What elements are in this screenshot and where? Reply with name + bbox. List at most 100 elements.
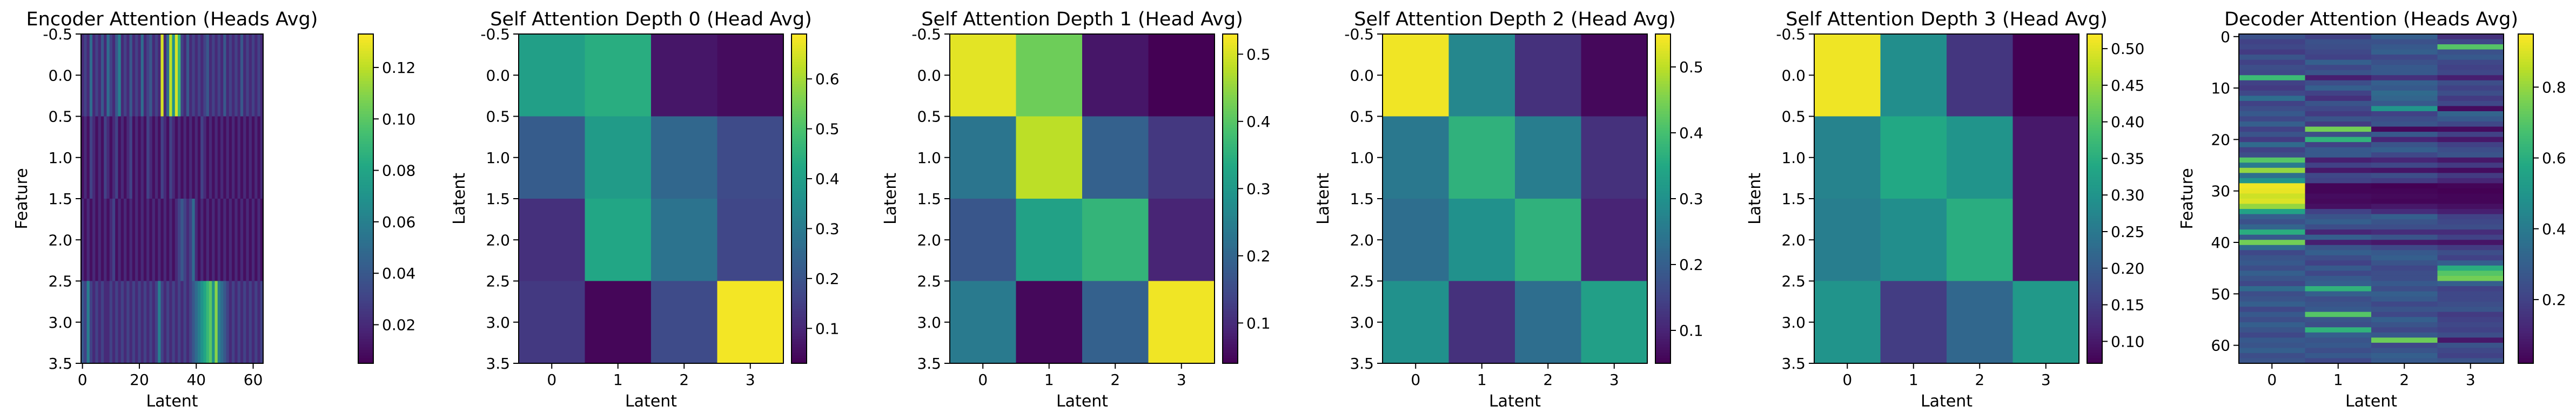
colorbar-segment <box>1223 94 1238 98</box>
heatmap-cell <box>1148 34 1215 117</box>
colorbar-segment <box>358 70 373 73</box>
heatmap-cell <box>2239 137 2306 143</box>
heatmap-cell <box>2371 90 2438 96</box>
colorbar-segment <box>2518 228 2533 232</box>
colorbar-segment <box>2087 352 2102 356</box>
heatmap-cell <box>104 281 107 364</box>
colorbar-segment <box>2518 86 2533 90</box>
colorbar-segment <box>791 89 807 92</box>
heatmap-cell <box>140 199 144 282</box>
x-tick-label: 1 <box>613 371 623 389</box>
colorbar-segment <box>791 347 807 350</box>
colorbar-segment <box>2087 119 2102 123</box>
colorbar-segment <box>358 64 373 67</box>
colorbar-segment <box>2087 48 2102 51</box>
heatmap-cell <box>585 281 652 364</box>
colorbar-segment <box>791 50 807 54</box>
colorbar-segment <box>2087 72 2102 76</box>
heatmap-cell <box>1947 199 2014 282</box>
colorbar-segment <box>791 39 807 43</box>
colorbar-segment <box>1223 136 1238 139</box>
colorbar-tick-label: 0.30 <box>2111 186 2144 204</box>
heatmap-cell <box>2305 250 2372 256</box>
heatmap-cell <box>2437 49 2504 55</box>
colorbar-segment <box>358 141 373 145</box>
colorbar-segment <box>2087 349 2102 353</box>
colorbar-segment <box>1223 294 1238 298</box>
y-tick-label: 3.5 <box>486 355 510 372</box>
colorbar-segment <box>791 72 807 76</box>
colorbar-segment <box>1223 201 1238 205</box>
colorbar-tick-label: 0.2 <box>1679 256 1703 274</box>
colorbar-segment <box>2518 67 2533 70</box>
colorbar-frame <box>1222 33 1238 364</box>
heatmap-cell <box>1947 281 2014 364</box>
colorbar-segment <box>1223 177 1238 180</box>
heatmap-cell <box>2305 224 2372 230</box>
colorbar-segment <box>2518 136 2533 139</box>
heatmap-cell <box>2239 348 2306 354</box>
colorbar-segment <box>2087 267 2102 270</box>
colorbar-segment <box>791 162 807 166</box>
y-axis-label: Feature <box>2178 168 2197 229</box>
colorbar-segment <box>1655 338 1671 342</box>
heatmap-cell <box>214 116 218 199</box>
colorbar-segment <box>1223 234 1238 238</box>
heatmap-cell <box>2371 296 2438 302</box>
colorbar-segment <box>2087 116 2102 120</box>
colorbar-segment <box>2087 220 2102 224</box>
colorbar-segment <box>791 152 807 155</box>
heatmap-cell <box>1880 116 1947 199</box>
colorbar-segment <box>2087 308 2102 312</box>
heatmap-cell <box>2239 311 2306 317</box>
heatmap-cell <box>2239 188 2306 194</box>
colorbar-segment <box>2087 94 2102 98</box>
colorbar-tick-label: 0.08 <box>382 162 415 180</box>
heatmap-cell <box>2437 126 2504 132</box>
colorbar-segment <box>1655 316 1671 320</box>
heatmap-cell <box>175 199 178 282</box>
colorbar-segment <box>1655 232 1671 235</box>
heatmap-cell <box>84 199 88 282</box>
colorbar-tick-label: 0.5 <box>1246 45 1271 63</box>
colorbar-segment <box>1223 267 1238 270</box>
heatmap-cell <box>2437 121 2504 127</box>
colorbar-segment <box>791 185 807 188</box>
heatmap-cell <box>260 281 264 364</box>
heatmap-cell <box>234 199 238 282</box>
colorbar-segment <box>358 218 373 221</box>
heatmap-cell <box>2371 348 2438 354</box>
heatmap-cell <box>234 281 238 364</box>
y-tick-label: 20 <box>2211 131 2230 148</box>
colorbar-segment <box>2087 281 2102 284</box>
colorbar-segment <box>2087 67 2102 70</box>
colorbar-segment <box>791 232 807 235</box>
heatmap-cell <box>123 34 127 117</box>
heatmap-cell <box>2371 204 2438 209</box>
colorbar-segment <box>2087 253 2102 257</box>
colorbar-tick-label: 0.15 <box>2111 296 2144 314</box>
colorbar-segment <box>358 322 373 326</box>
heatmap-cell <box>2437 44 2504 50</box>
colorbar-segment <box>1223 261 1238 265</box>
colorbar-segment <box>2087 357 2102 361</box>
colorbar-segment <box>1655 349 1671 353</box>
heatmap-cell <box>183 281 187 364</box>
heatmap-cell <box>163 116 167 199</box>
heatmap-cell <box>1880 34 1947 117</box>
colorbar-segment <box>1655 250 1671 254</box>
x-axis-label: Latent <box>1056 392 1108 411</box>
colorbar-segment <box>358 261 373 265</box>
colorbar-segment <box>2518 174 2533 178</box>
colorbar-segment <box>2087 193 2102 197</box>
heatmap-cell <box>2437 209 2504 215</box>
colorbar-segment <box>358 130 373 133</box>
heatmap-cell <box>2305 121 2372 127</box>
heatmap-cell <box>152 281 156 364</box>
colorbar-segment <box>1223 322 1238 326</box>
heatmap-cell <box>112 34 116 117</box>
colorbar-segment <box>2518 166 2533 169</box>
colorbar-segment <box>2518 306 2533 309</box>
colorbar-segment <box>1655 201 1671 205</box>
heatmap-cell <box>95 34 99 117</box>
